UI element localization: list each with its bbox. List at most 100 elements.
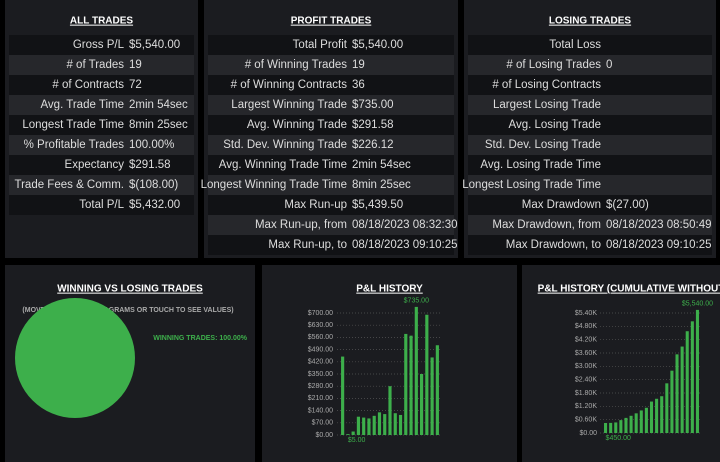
value-label: $735.00: [404, 298, 429, 305]
bar: [383, 414, 387, 435]
row: [208, 75, 454, 95]
row-label: Total P/L: [79, 199, 124, 211]
row-value: $5,540.00: [352, 39, 403, 51]
row-label: Gross P/L: [73, 39, 125, 51]
bar: [430, 357, 434, 435]
pie-slice: [15, 298, 135, 418]
bar: [690, 321, 694, 433]
bar: [685, 331, 689, 433]
bar: [377, 412, 382, 435]
bar: [629, 415, 633, 433]
row: [208, 55, 454, 75]
y-tick-label: $70.00: [312, 420, 334, 427]
row-label: Max Drawdown, from: [492, 219, 601, 231]
row: [468, 235, 712, 255]
chart-title: P&L HISTORY (CUMULATIVE WITHOUT: [538, 284, 720, 295]
bar: [393, 413, 397, 435]
row: [208, 135, 454, 155]
row-value: $5,432.00: [129, 199, 180, 211]
row-value: 72: [129, 79, 142, 91]
y-tick-label: $0.60K: [575, 417, 598, 424]
row: [468, 75, 712, 95]
row-label: Max Drawdown: [522, 199, 601, 211]
row-value: 8min 25sec: [129, 119, 188, 131]
bar: [404, 333, 408, 435]
bar: [356, 416, 360, 435]
chart-title: P&L HISTORY: [356, 284, 423, 295]
row-value: $291.58: [352, 119, 394, 131]
row-label: Max Run-up, to: [268, 239, 347, 251]
panel-title: LOSING TRADES: [549, 16, 632, 27]
y-tick-label: $140.00: [308, 407, 333, 414]
row-value: 2min 54sec: [352, 159, 411, 171]
row-value: $735.00: [352, 99, 394, 111]
row-label: Avg. Trade Time: [40, 99, 124, 111]
bar: [372, 415, 376, 435]
row: [468, 175, 712, 195]
row-label: Max Run-up, from: [255, 219, 347, 231]
bar: [346, 434, 350, 435]
row: [468, 35, 712, 55]
row: [9, 175, 194, 195]
chart-subtitle: (MOVE MOUSE OVER DIAGRAMS OR TOUCH TO SE…: [22, 307, 233, 314]
row-value: 19: [352, 59, 365, 71]
row: [208, 195, 454, 215]
row-label: # of Losing Trades: [506, 59, 601, 71]
bar: [614, 422, 618, 433]
row-value: 100.00%: [129, 139, 174, 151]
y-tick-label: $3.00K: [575, 363, 598, 370]
y-tick-label: $210.00: [308, 395, 333, 402]
row-value: 8min 25sec: [352, 179, 411, 191]
row: [9, 195, 194, 215]
row-label: Total Profit: [293, 39, 348, 51]
row: [468, 155, 712, 175]
row-label: Longest Trade Time: [22, 119, 124, 131]
chart-title: WINNING VS LOSING TRADES: [57, 284, 203, 295]
row: [9, 75, 194, 95]
bar: [644, 407, 648, 433]
row-value: 0: [606, 59, 612, 71]
y-tick-label: $630.00: [308, 322, 333, 329]
row-value: $5,540.00: [129, 39, 180, 51]
bar: [624, 417, 628, 433]
row-label: # of Contracts: [52, 79, 124, 91]
bar: [609, 422, 613, 433]
row-value: 08/18/2023 08:50:49: [606, 219, 712, 231]
y-tick-label: $420.00: [308, 359, 333, 366]
row: [468, 195, 712, 215]
bar: [665, 383, 669, 433]
row: [208, 235, 454, 255]
row: [9, 55, 194, 75]
row-label: % Profitable Trades: [24, 139, 125, 151]
bar: [362, 417, 366, 435]
y-tick-label: $5.40K: [575, 310, 598, 317]
row-label: Avg. Losing Trade: [509, 119, 602, 131]
row: [208, 175, 454, 195]
row-value: 08/18/2023 09:10:25: [606, 239, 712, 251]
bar: [420, 374, 424, 435]
row-label: Expectancy: [65, 159, 125, 171]
y-tick-label: $4.80K: [575, 323, 598, 330]
row: [468, 55, 712, 75]
row-value: $226.12: [352, 139, 394, 151]
panel-title: PROFIT TRADES: [291, 16, 372, 27]
row: [208, 95, 454, 115]
row-label: Max Run-up: [284, 199, 347, 211]
row-value: 36: [352, 79, 365, 91]
row-value: $(27.00): [606, 199, 649, 211]
row-label: Avg. Winning Trade: [247, 119, 347, 131]
bar: [619, 420, 623, 433]
bar: [675, 354, 679, 433]
row-label: Total Loss: [549, 39, 601, 51]
bar: [414, 306, 418, 435]
panel-title: ALL TRADES: [70, 16, 133, 27]
row-value: $(108.00): [129, 179, 178, 191]
row: [9, 95, 194, 115]
y-tick-label: $0.00: [579, 430, 597, 437]
row-label: Trade Fees & Comm.: [15, 179, 125, 191]
y-tick-label: $0.00: [315, 432, 333, 439]
bar: [341, 356, 345, 435]
bar: [604, 423, 608, 433]
bar: [680, 346, 684, 433]
